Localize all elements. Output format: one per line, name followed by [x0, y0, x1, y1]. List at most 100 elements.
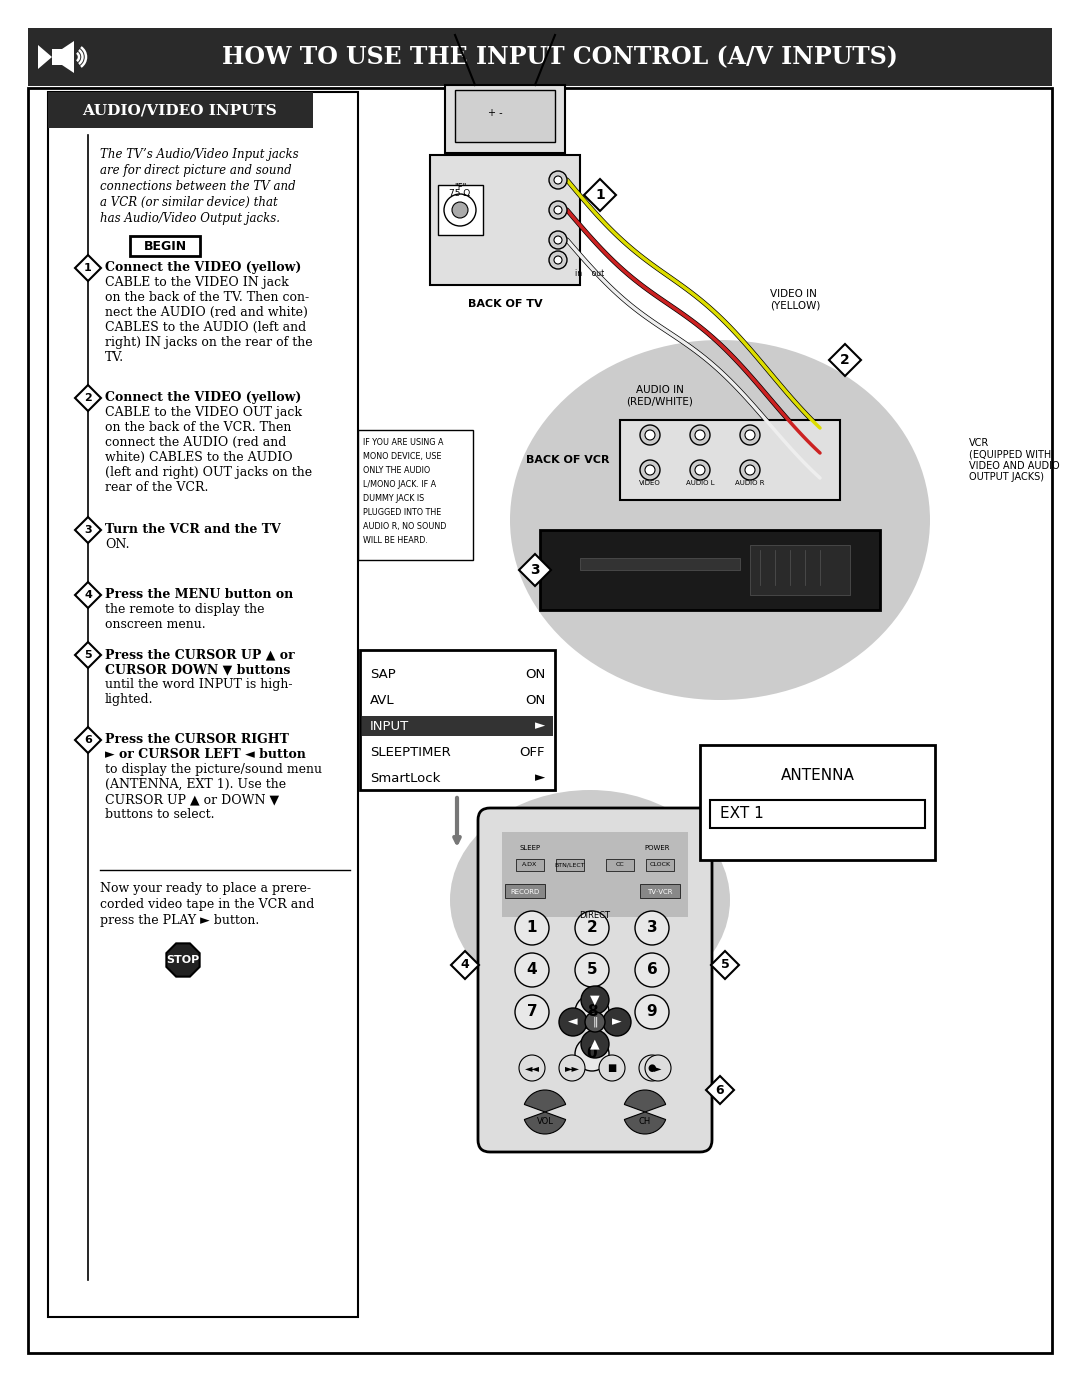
Circle shape	[645, 1055, 671, 1081]
Circle shape	[549, 251, 567, 270]
Text: + -: + -	[488, 108, 502, 117]
Bar	[48, 92, 313, 129]
Bar	[505, 884, 545, 898]
Text: ►: ►	[612, 1016, 622, 1028]
Circle shape	[585, 1011, 605, 1032]
Circle shape	[603, 1009, 631, 1037]
Bar	[357, 430, 473, 560]
Text: STOP: STOP	[166, 956, 200, 965]
Text: Press the MENU button on: Press the MENU button on	[105, 588, 294, 601]
Text: WILL BE HEARD.: WILL BE HEARD.	[363, 536, 428, 545]
Polygon shape	[75, 643, 102, 668]
FancyBboxPatch shape	[478, 807, 712, 1153]
Text: AUDIO IN
(RED/WHITE): AUDIO IN (RED/WHITE)	[626, 386, 693, 407]
Text: TV.: TV.	[105, 351, 124, 365]
Circle shape	[515, 911, 549, 944]
Bar	[750, 545, 850, 595]
Text: 1: 1	[84, 263, 92, 272]
Text: EXT 1: EXT 1	[720, 806, 764, 821]
Text: BACK OF VCR: BACK OF VCR	[527, 455, 610, 465]
Bar	[710, 800, 924, 828]
Text: CABLE to the VIDEO IN jack: CABLE to the VIDEO IN jack	[105, 277, 288, 289]
Circle shape	[690, 425, 710, 446]
Circle shape	[575, 1037, 609, 1071]
Text: PLUGGED INTO THE: PLUGGED INTO THE	[363, 509, 442, 517]
Text: 3: 3	[84, 525, 92, 535]
Polygon shape	[584, 179, 616, 211]
Text: 4: 4	[84, 590, 92, 599]
Bar	[620, 420, 840, 500]
Circle shape	[690, 460, 710, 481]
Circle shape	[575, 953, 609, 988]
Text: SLEEP: SLEEP	[519, 845, 541, 851]
Text: are for direct picture and sound: are for direct picture and sound	[100, 163, 292, 177]
Text: AUDIO R, NO SOUND: AUDIO R, NO SOUND	[363, 522, 446, 531]
Ellipse shape	[510, 339, 930, 700]
Circle shape	[635, 911, 669, 944]
Text: ► or CURSOR LEFT ◄ button: ► or CURSOR LEFT ◄ button	[105, 747, 306, 761]
Text: BACK OF TV: BACK OF TV	[468, 299, 542, 309]
Text: ◄◄: ◄◄	[525, 1063, 540, 1073]
Text: press the PLAY ► button.: press the PLAY ► button.	[100, 914, 259, 928]
Circle shape	[519, 1055, 545, 1081]
Text: ▲: ▲	[590, 1038, 599, 1051]
Polygon shape	[75, 583, 102, 608]
Text: SAP: SAP	[370, 668, 395, 680]
Text: ON.: ON.	[105, 538, 130, 550]
Text: (left and right) OUT jacks on the: (left and right) OUT jacks on the	[105, 467, 312, 479]
Text: (ANTENNA, EXT 1). Use the: (ANTENNA, EXT 1). Use the	[105, 778, 286, 791]
Text: OFF: OFF	[519, 746, 545, 759]
Circle shape	[444, 194, 476, 226]
Text: until the word INPUT is high-: until the word INPUT is high-	[105, 678, 293, 692]
Text: ►: ►	[535, 771, 545, 785]
Text: BEGIN: BEGIN	[144, 239, 187, 253]
Text: 2: 2	[586, 921, 597, 936]
Text: Press the CURSOR UP ▲ or: Press the CURSOR UP ▲ or	[105, 648, 295, 661]
Text: The TV’s Audio/Video Input jacks: The TV’s Audio/Video Input jacks	[100, 148, 299, 161]
Text: 1: 1	[595, 189, 605, 203]
Wedge shape	[624, 1112, 665, 1134]
Bar	[362, 717, 553, 736]
Polygon shape	[829, 344, 861, 376]
Bar	[438, 184, 483, 235]
Text: SmartLock: SmartLock	[370, 771, 441, 785]
Text: right) IN jacks on the rear of the: right) IN jacks on the rear of the	[105, 337, 312, 349]
Text: connections between the TV and: connections between the TV and	[100, 180, 296, 193]
Text: L/MONO JACK. IF A: L/MONO JACK. IF A	[363, 481, 436, 489]
Circle shape	[559, 1055, 585, 1081]
Text: on the back of the TV. Then con-: on the back of the TV. Then con-	[105, 291, 309, 305]
Text: DIRECT: DIRECT	[580, 911, 610, 921]
Text: SLEEPTIMER: SLEEPTIMER	[370, 746, 450, 759]
Circle shape	[645, 465, 654, 475]
Ellipse shape	[450, 789, 730, 1010]
Text: lighted.: lighted.	[105, 693, 153, 705]
Bar	[360, 650, 555, 789]
Text: AUDIO R: AUDIO R	[735, 481, 765, 486]
Circle shape	[554, 256, 562, 264]
Polygon shape	[706, 1076, 734, 1104]
Bar	[430, 155, 580, 285]
Circle shape	[645, 430, 654, 440]
Text: the remote to display the: the remote to display the	[105, 604, 265, 616]
Text: CURSOR UP ▲ or DOWN ▼: CURSOR UP ▲ or DOWN ▼	[105, 793, 279, 806]
Polygon shape	[75, 256, 102, 281]
Circle shape	[581, 1030, 609, 1058]
Text: 4: 4	[527, 963, 538, 978]
Text: VIDEO: VIDEO	[639, 481, 661, 486]
Text: 4: 4	[461, 958, 470, 971]
Wedge shape	[524, 1112, 566, 1134]
Text: nect the AUDIO (red and white): nect the AUDIO (red and white)	[105, 306, 308, 319]
Text: AUDIO L: AUDIO L	[686, 481, 714, 486]
Circle shape	[554, 176, 562, 184]
Text: on the back of the VCR. Then: on the back of the VCR. Then	[105, 420, 292, 434]
Circle shape	[554, 205, 562, 214]
Text: a VCR (or similar device) that: a VCR (or similar device) that	[100, 196, 278, 210]
Circle shape	[581, 986, 609, 1014]
Text: HOW TO USE THE INPUT CONTROL (A/V INPUTS): HOW TO USE THE INPUT CONTROL (A/V INPUTS…	[222, 45, 897, 68]
Circle shape	[745, 430, 755, 440]
Text: 3: 3	[647, 921, 658, 936]
Text: 5: 5	[84, 650, 92, 659]
Text: 75 Ω: 75 Ω	[449, 189, 471, 197]
Text: CABLE to the VIDEO OUT jack: CABLE to the VIDEO OUT jack	[105, 407, 302, 419]
Text: to display the picture/sound menu: to display the picture/sound menu	[105, 763, 322, 775]
